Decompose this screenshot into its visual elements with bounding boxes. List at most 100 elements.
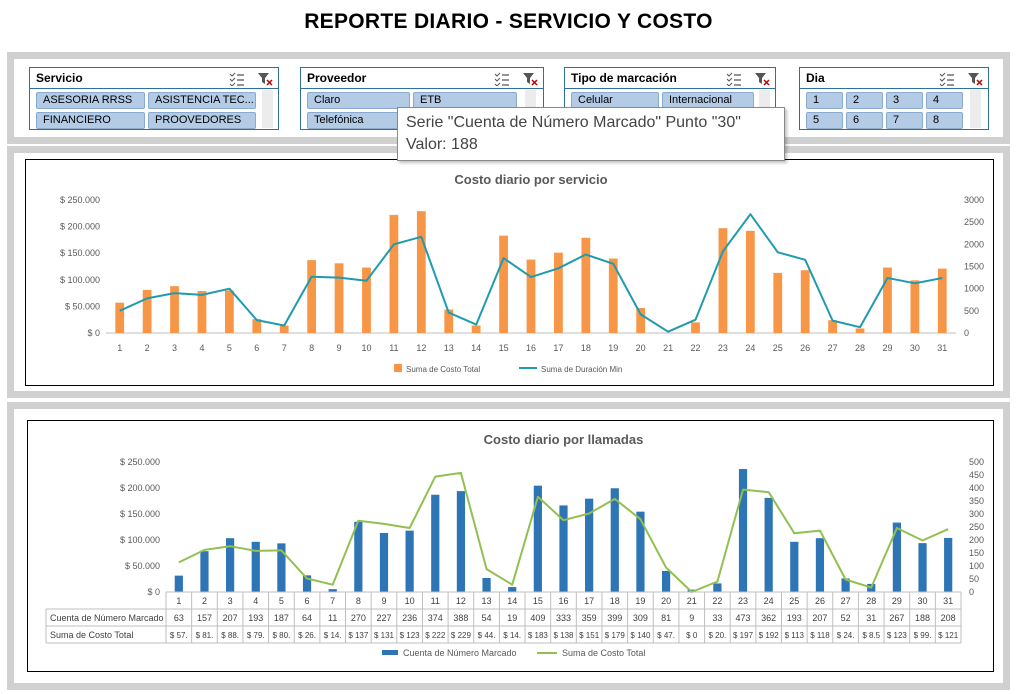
slicer-dia[interactable]: Dia 1 2 3 4 5 6 7 8 <box>799 67 989 130</box>
slicer-item[interactable]: PROOVEDORES <box>148 112 256 129</box>
slicer-item[interactable]: 3 <box>886 92 923 109</box>
bar <box>773 272 783 333</box>
table-cell: $ 138 <box>553 631 574 640</box>
slicer-item[interactable]: Claro <box>307 92 410 109</box>
table-cell: 362 <box>761 613 776 623</box>
table-cell: $ 197 <box>733 631 754 640</box>
table-cell: $ 137 <box>348 631 369 640</box>
table-cell: $ 123 <box>400 631 421 640</box>
clear-filter-icon[interactable] <box>522 72 538 86</box>
x-tick-label: 15 <box>499 343 509 353</box>
slicer-item[interactable]: 8 <box>926 112 963 129</box>
y2-tick-label: 500 <box>964 306 979 316</box>
bar <box>354 521 363 592</box>
x-tick-label: 9 <box>337 343 342 353</box>
slicer-item[interactable]: 1 <box>806 92 843 109</box>
slicer-item[interactable]: 7 <box>886 112 923 129</box>
x-tick-label: 20 <box>661 596 671 606</box>
bar <box>910 280 920 333</box>
x-tick-label: 10 <box>405 596 415 606</box>
table-cell: $ 183 <box>528 631 549 640</box>
y2-tick-label: 200 <box>969 535 984 545</box>
x-tick-label: 23 <box>718 343 728 353</box>
bar <box>389 214 399 333</box>
table-cell: 267 <box>889 613 904 623</box>
bar <box>815 538 825 592</box>
y2-tick-label: 2500 <box>964 217 984 227</box>
y2-tick-label: 50 <box>969 574 979 584</box>
legend-swatch <box>394 364 402 372</box>
multi-select-icon[interactable] <box>726 72 742 87</box>
chart-costo-llamadas[interactable]: Costo diario por llamadas $ 0 $ 50.000 $ 10… <box>27 420 994 672</box>
bar <box>918 543 927 592</box>
x-tick-label: 12 <box>456 596 466 606</box>
bar <box>174 575 183 592</box>
multi-select-icon[interactable] <box>494 72 510 87</box>
x-tick-label: 11 <box>431 596 440 606</box>
slicer-title: Servicio <box>36 71 83 85</box>
x-tick-label: 13 <box>482 596 492 606</box>
x-tick-label: 16 <box>558 596 568 606</box>
table-cell: $ 20. <box>708 631 726 640</box>
chart2-svg: Costo diario por llamadas $ 0 $ 50.000 $ 10… <box>45 432 984 658</box>
bar <box>745 230 755 333</box>
x-tick-label: 6 <box>305 596 310 606</box>
slicer-item[interactable]: Internacional <box>662 92 754 109</box>
slicer-servicio[interactable]: Servicio ASESORIA RRSS ASISTENCIA TEC...… <box>29 67 279 130</box>
table-cell: $ 229 <box>451 631 472 640</box>
bar <box>610 488 619 592</box>
table-cell: $ 8.5 <box>862 631 880 640</box>
table-cell: 388 <box>453 613 468 623</box>
table-cell: $ 0 <box>686 631 698 640</box>
slicer-item[interactable]: Telefónica <box>307 112 410 129</box>
slicer-scrollbar[interactable] <box>970 90 981 128</box>
y-tick-label: $ 250.000 <box>120 457 160 467</box>
x-tick-label: 18 <box>610 596 620 606</box>
table-cell: 33 <box>712 613 722 623</box>
table-cell: 409 <box>530 613 545 623</box>
bar <box>713 583 722 592</box>
x-tick-label: 30 <box>910 343 920 353</box>
slicer-item[interactable]: FINANCIERO <box>36 112 145 129</box>
bar <box>800 270 810 333</box>
x-tick-label: 12 <box>416 343 426 353</box>
x-tick-label: 14 <box>507 596 517 606</box>
clear-filter-icon[interactable] <box>754 72 770 86</box>
slicer-scrollbar[interactable] <box>262 90 273 128</box>
table-cell: 81 <box>661 613 671 623</box>
bar <box>559 505 568 592</box>
slicer-item[interactable]: ETB <box>413 92 517 109</box>
legend-label: Suma de Costo Total <box>406 365 480 374</box>
table-row-header: Cuenta de Número Marcado <box>50 613 164 623</box>
multi-select-icon[interactable] <box>229 72 245 87</box>
slicer-item[interactable]: ASISTENCIA TEC... <box>148 92 256 109</box>
chart-costo-servicio[interactable]: Costo diario por servicio $ 0 $ 50.000 $ 10… <box>25 159 994 386</box>
slicer-item[interactable]: 2 <box>846 92 883 109</box>
clear-filter-icon[interactable] <box>967 72 983 86</box>
bar <box>828 320 837 333</box>
bar <box>307 260 317 333</box>
bar <box>302 575 312 592</box>
x-tick-label: 20 <box>636 343 646 353</box>
multi-select-icon[interactable] <box>939 72 955 87</box>
y2-tick-label: 1000 <box>964 284 984 294</box>
chart-title: Costo diario por servicio <box>454 172 607 187</box>
x-tick-label: 7 <box>282 343 287 353</box>
y-tick-label: $ 200.000 <box>60 222 100 232</box>
table-cell: 188 <box>915 613 930 623</box>
bar <box>456 491 466 592</box>
bar <box>197 290 207 333</box>
slicer-title: Dia <box>806 71 825 85</box>
y2-tick-label: 400 <box>969 483 984 493</box>
y2-tick-label: 150 <box>969 548 984 558</box>
slicer-item[interactable]: ASESORIA RRSS <box>36 92 145 109</box>
clear-filter-icon[interactable] <box>257 72 273 86</box>
y2-tick-label: 3000 <box>964 195 984 205</box>
chart-title: Costo diario por llamadas <box>484 432 644 447</box>
x-tick-label: 13 <box>444 343 454 353</box>
slicer-item[interactable]: 4 <box>926 92 963 109</box>
y-tick-label: $ 0 <box>87 328 100 338</box>
slicer-item[interactable]: 6 <box>846 112 883 129</box>
slicer-item[interactable]: 5 <box>806 112 843 129</box>
table-cell: $ 24. <box>837 631 855 640</box>
